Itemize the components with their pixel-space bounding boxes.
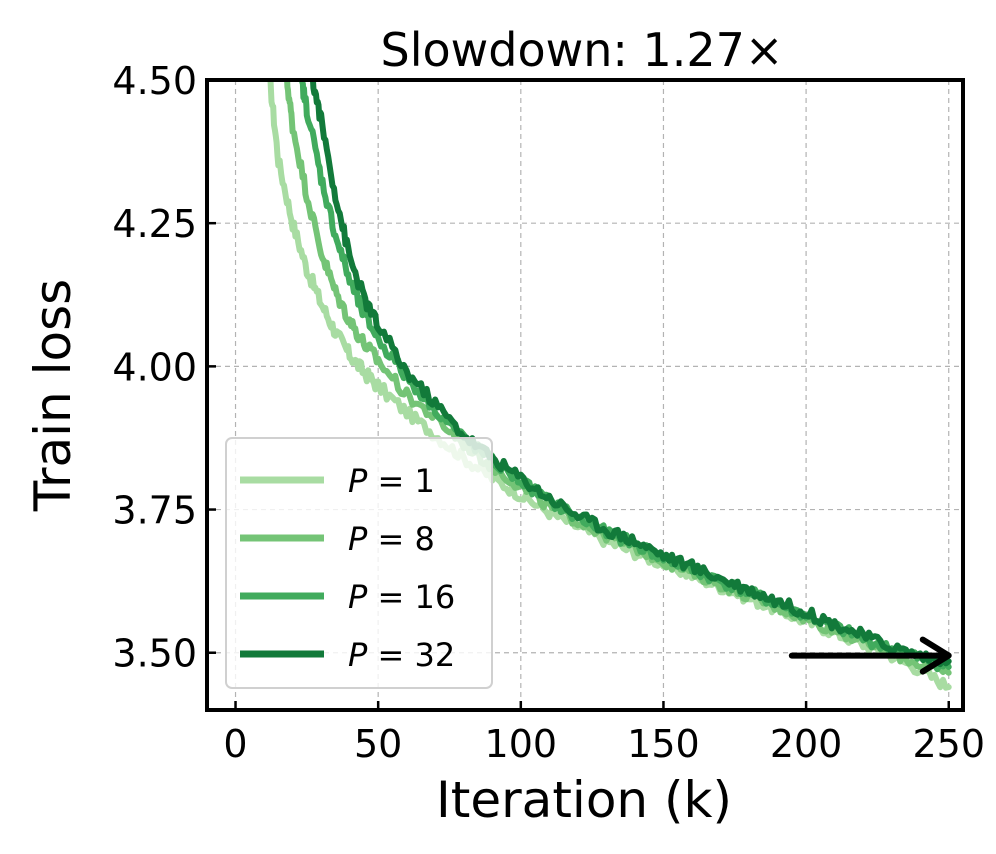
legend-label: P = 32 [348,636,455,674]
annotation-arrow-head [919,636,952,675]
plot-frame [205,78,965,712]
y-tick-label: 4.50 [112,59,197,103]
legend-label: P = 1 [348,462,435,500]
legend-label: P = 8 [348,520,435,558]
x-tick-label: 0 [223,722,247,766]
x-tick-label: 250 [912,722,985,766]
annotation-layer [788,636,952,675]
chart-title: Slowdown: 1.27× [381,23,784,77]
y-ticks: 3.50 3.75 4.00 4.25 4.50 [112,59,216,676]
x-tick-label: 200 [770,722,843,766]
legend-box [225,437,493,689]
x-axis-title: Iteration (k) [436,771,732,829]
legend-label: P = 16 [348,578,455,616]
series-line-p32 [309,80,952,668]
y-axis-title: Train loss [24,279,82,512]
y-tick-label: 4.00 [112,345,197,389]
x-ticks: 0 50 100 150 200 250 [223,701,985,766]
x-tick-label: 50 [354,722,402,766]
x-tick-label: 150 [627,722,700,766]
x-tick-label: 100 [485,722,558,766]
y-tick-label: 4.25 [112,202,197,246]
legend: P = 1 P = 8 P = 16 P = 32 [225,437,493,689]
series-layer [267,80,952,691]
y-tick-label: 3.50 [112,632,197,676]
y-tick-label: 3.75 [112,489,197,533]
